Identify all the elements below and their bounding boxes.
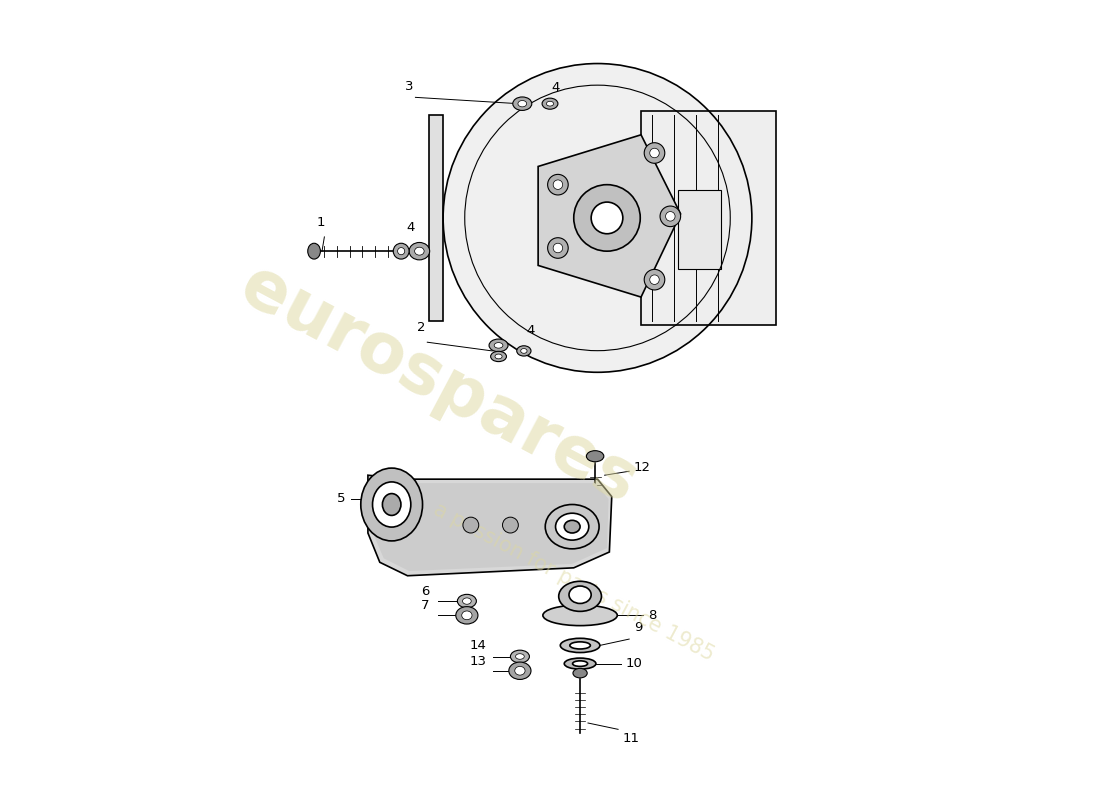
Circle shape xyxy=(660,206,681,226)
Ellipse shape xyxy=(560,638,600,653)
Text: 3: 3 xyxy=(405,79,414,93)
Circle shape xyxy=(591,202,623,234)
Ellipse shape xyxy=(569,586,591,603)
Ellipse shape xyxy=(397,248,405,254)
Circle shape xyxy=(645,270,664,290)
Ellipse shape xyxy=(543,605,617,626)
Circle shape xyxy=(650,148,659,158)
Text: 6: 6 xyxy=(421,585,430,598)
Polygon shape xyxy=(538,134,681,297)
Circle shape xyxy=(553,243,563,253)
Ellipse shape xyxy=(573,668,587,678)
Ellipse shape xyxy=(415,247,425,255)
Ellipse shape xyxy=(515,666,525,675)
Text: a passion for parts since 1985: a passion for parts since 1985 xyxy=(430,499,717,665)
Ellipse shape xyxy=(570,642,591,649)
Circle shape xyxy=(666,211,675,221)
Ellipse shape xyxy=(547,102,553,106)
Ellipse shape xyxy=(573,661,587,666)
FancyBboxPatch shape xyxy=(640,111,776,325)
Ellipse shape xyxy=(542,98,558,110)
Text: 8: 8 xyxy=(648,609,657,622)
Text: 9: 9 xyxy=(634,622,642,634)
Ellipse shape xyxy=(409,242,430,260)
Polygon shape xyxy=(372,479,608,571)
Ellipse shape xyxy=(308,243,320,259)
Polygon shape xyxy=(367,475,612,576)
Ellipse shape xyxy=(509,662,531,679)
Text: 4: 4 xyxy=(407,221,415,234)
Ellipse shape xyxy=(455,606,478,624)
Circle shape xyxy=(553,180,563,190)
Text: 11: 11 xyxy=(623,733,640,746)
Ellipse shape xyxy=(517,346,531,356)
Ellipse shape xyxy=(518,101,527,107)
Ellipse shape xyxy=(462,611,472,620)
Ellipse shape xyxy=(495,354,502,359)
Text: 4: 4 xyxy=(526,324,535,337)
Circle shape xyxy=(650,275,659,285)
Text: 7: 7 xyxy=(421,599,430,612)
Circle shape xyxy=(548,238,569,258)
Ellipse shape xyxy=(383,494,400,515)
Text: 13: 13 xyxy=(470,655,486,668)
Circle shape xyxy=(548,174,569,195)
Ellipse shape xyxy=(586,450,604,462)
Ellipse shape xyxy=(491,351,506,362)
Ellipse shape xyxy=(546,505,600,549)
Ellipse shape xyxy=(559,582,602,611)
FancyBboxPatch shape xyxy=(429,115,443,321)
Text: 10: 10 xyxy=(626,657,642,670)
Ellipse shape xyxy=(510,650,529,663)
Text: 5: 5 xyxy=(338,493,345,506)
Circle shape xyxy=(463,517,478,533)
Text: eurospares: eurospares xyxy=(230,251,649,517)
Ellipse shape xyxy=(490,339,508,352)
Ellipse shape xyxy=(458,594,476,608)
Text: 2: 2 xyxy=(418,322,426,334)
Circle shape xyxy=(443,63,752,372)
Ellipse shape xyxy=(513,97,531,110)
Ellipse shape xyxy=(373,482,410,527)
Ellipse shape xyxy=(462,598,471,604)
Ellipse shape xyxy=(556,514,588,540)
Ellipse shape xyxy=(564,658,596,669)
Text: 12: 12 xyxy=(634,461,651,474)
Circle shape xyxy=(574,185,640,251)
Circle shape xyxy=(503,517,518,533)
FancyBboxPatch shape xyxy=(678,190,722,270)
Text: 14: 14 xyxy=(470,638,486,652)
Ellipse shape xyxy=(516,654,525,659)
Ellipse shape xyxy=(361,468,422,541)
Text: 4: 4 xyxy=(551,81,560,94)
Ellipse shape xyxy=(494,342,503,348)
Ellipse shape xyxy=(564,520,580,533)
Text: 1: 1 xyxy=(316,216,324,229)
Circle shape xyxy=(645,142,664,163)
Ellipse shape xyxy=(394,243,409,259)
Ellipse shape xyxy=(520,349,527,354)
